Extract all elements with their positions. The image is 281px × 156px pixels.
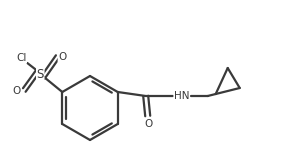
Text: O: O (58, 52, 66, 62)
Text: S: S (37, 68, 44, 80)
Text: HN: HN (174, 91, 189, 101)
Text: Cl: Cl (16, 53, 26, 63)
Text: O: O (145, 119, 153, 129)
Text: O: O (12, 86, 21, 96)
